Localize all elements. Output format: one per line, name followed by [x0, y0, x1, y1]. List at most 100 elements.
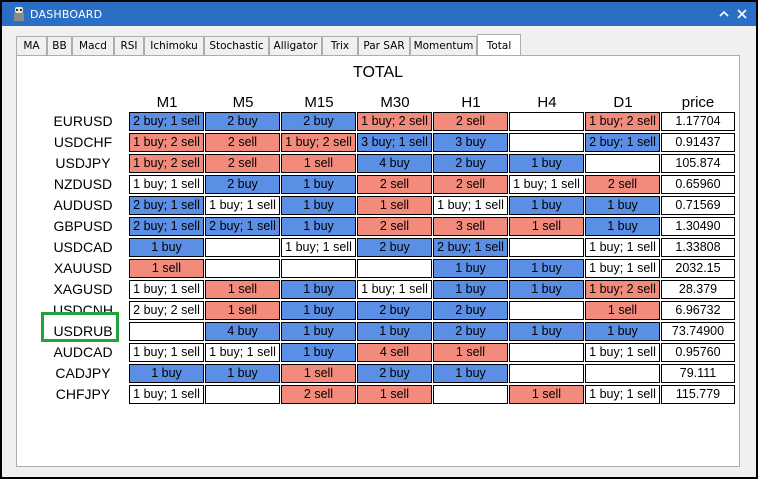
- signal-cell: 2 buy; 1 sell: [129, 112, 204, 131]
- signal-cell: 1 buy: [585, 217, 660, 236]
- signal-cell: [357, 259, 432, 278]
- signal-cell: 2 sell: [205, 154, 280, 173]
- price-cell: 28.379: [661, 280, 735, 299]
- grid-title: TOTAL: [352, 64, 404, 81]
- price-cell: 73.74900: [661, 322, 735, 341]
- price-cell: 1.30490: [661, 217, 735, 236]
- signal-cell: 1 sell: [205, 280, 280, 299]
- price-cell: 1.17704: [661, 112, 735, 131]
- signal-cell: 1 sell: [585, 301, 660, 320]
- signal-cell: 1 buy; 2 sell: [129, 133, 204, 152]
- signal-cell: 1 sell: [129, 259, 204, 278]
- tab-alligator[interactable]: Alligator: [269, 36, 322, 55]
- window-title: DASHBOARD: [30, 8, 103, 21]
- signal-cell: 1 buy; 1 sell: [585, 343, 660, 362]
- column-header-m15: M15: [304, 94, 334, 111]
- highlight-box: [41, 312, 119, 342]
- signal-cell: 2 buy: [433, 322, 508, 341]
- signal-cell: 2 sell: [205, 133, 280, 152]
- price-cell: 6.96732: [661, 301, 735, 320]
- signal-cell: 1 sell: [509, 385, 584, 404]
- signal-cell: [205, 259, 280, 278]
- signal-cell: 1 buy; 1 sell: [433, 196, 508, 215]
- signal-cell: 1 buy; 2 sell: [585, 280, 660, 299]
- signal-cell: 2 buy: [433, 154, 508, 173]
- signal-cell: 1 buy; 1 sell: [585, 259, 660, 278]
- pair-label: USDCHF: [53, 134, 113, 150]
- price-cell: 0.65960: [661, 175, 735, 194]
- pair-label: CHFJPY: [55, 386, 111, 402]
- signal-cell: 2 buy; 1 sell: [585, 133, 660, 152]
- app-icon: [14, 7, 24, 21]
- price-cell: 115.779: [661, 385, 735, 404]
- signal-cell: 1 sell: [281, 364, 356, 383]
- signal-cell: 1 sell: [433, 343, 508, 362]
- signal-cell: 2 buy: [357, 238, 432, 257]
- tab-ma[interactable]: MA: [16, 36, 47, 55]
- pair-label: GBPUSD: [53, 218, 113, 234]
- tab-total[interactable]: Total: [477, 34, 521, 56]
- signal-cell: 1 buy: [205, 364, 280, 383]
- price-cell: 79.111: [661, 364, 735, 383]
- price-cell: 0.91437: [661, 133, 735, 152]
- title-bar[interactable]: DASHBOARD: [2, 2, 756, 26]
- signal-cell: 1 buy; 1 sell: [205, 343, 280, 362]
- tab-par-sar[interactable]: Par SAR: [358, 36, 410, 55]
- tab-rsi[interactable]: RSI: [114, 36, 144, 55]
- signal-cell: 1 buy; 1 sell: [129, 343, 204, 362]
- pair-label: USDCAD: [53, 239, 113, 255]
- price-cell: 2032.15: [661, 259, 735, 278]
- signal-cell: 1 buy; 1 sell: [281, 238, 356, 257]
- window-content: MA BB Macd RSI Ichimoku Stochastic Allig…: [2, 26, 756, 477]
- signal-cell: 1 buy: [281, 280, 356, 299]
- signal-cell: 1 buy: [509, 322, 584, 341]
- signal-cell: 4 sell: [357, 343, 432, 362]
- signal-cell: 1 buy: [357, 322, 432, 341]
- signal-cell: 2 buy: [205, 175, 280, 194]
- signal-cell: 3 buy: [433, 133, 508, 152]
- signal-cell: [509, 238, 584, 257]
- signal-cell: 1 buy: [509, 280, 584, 299]
- price-cell: 0.95760: [661, 343, 735, 362]
- signal-cell: 1 buy: [281, 322, 356, 341]
- tab-trix[interactable]: Trix: [322, 36, 358, 55]
- signal-cell: 2 sell: [433, 112, 508, 131]
- tab-macd[interactable]: Macd: [72, 36, 114, 55]
- total-panel: TOTAL M1 M5 M15 M30 H1 H4 D1 price EURUS…: [16, 55, 740, 467]
- signal-cell: 1 buy: [281, 196, 356, 215]
- signal-cell: 2 buy: [433, 301, 508, 320]
- tab-ichimoku[interactable]: Ichimoku: [144, 36, 204, 55]
- signal-cell: [433, 385, 508, 404]
- signal-cell: 1 buy: [509, 154, 584, 173]
- collapse-chevron-icon[interactable]: [716, 6, 732, 22]
- close-icon[interactable]: [734, 6, 750, 22]
- signal-cell: [509, 112, 584, 131]
- signal-cell: 1 buy: [433, 280, 508, 299]
- signal-cell: 1 buy; 2 sell: [281, 133, 356, 152]
- tab-stochastic[interactable]: Stochastic: [204, 36, 269, 55]
- signal-cell: 2 buy: [281, 112, 356, 131]
- signal-cell: 1 buy: [433, 259, 508, 278]
- signal-cell: 1 sell: [357, 385, 432, 404]
- signal-cell: 2 sell: [281, 385, 356, 404]
- signal-cell: 1 buy: [281, 217, 356, 236]
- signal-cell: 1 buy; 2 sell: [585, 112, 660, 131]
- signal-cell: 2 sell: [585, 175, 660, 194]
- signal-cell: 2 buy; 1 sell: [205, 217, 280, 236]
- signal-cell: 1 sell: [205, 301, 280, 320]
- pair-label: EURUSD: [53, 113, 113, 129]
- signal-cell: 1 buy; 1 sell: [129, 280, 204, 299]
- signal-cell: 1 buy; 2 sell: [357, 112, 432, 131]
- signal-cell: 2 buy; 1 sell: [129, 217, 204, 236]
- tab-bb[interactable]: BB: [47, 36, 72, 55]
- signal-cell: 1 buy: [281, 175, 356, 194]
- signal-cell: 4 buy: [205, 322, 280, 341]
- tab-momentum[interactable]: Momentum: [410, 36, 477, 55]
- signal-cell: 2 sell: [433, 175, 508, 194]
- signal-cell: 1 buy: [129, 364, 204, 383]
- signal-cell: 2 sell: [357, 217, 432, 236]
- signal-cell: 1 buy; 1 sell: [205, 196, 280, 215]
- column-header-m5: M5: [232, 94, 254, 111]
- signal-cell: [129, 322, 204, 341]
